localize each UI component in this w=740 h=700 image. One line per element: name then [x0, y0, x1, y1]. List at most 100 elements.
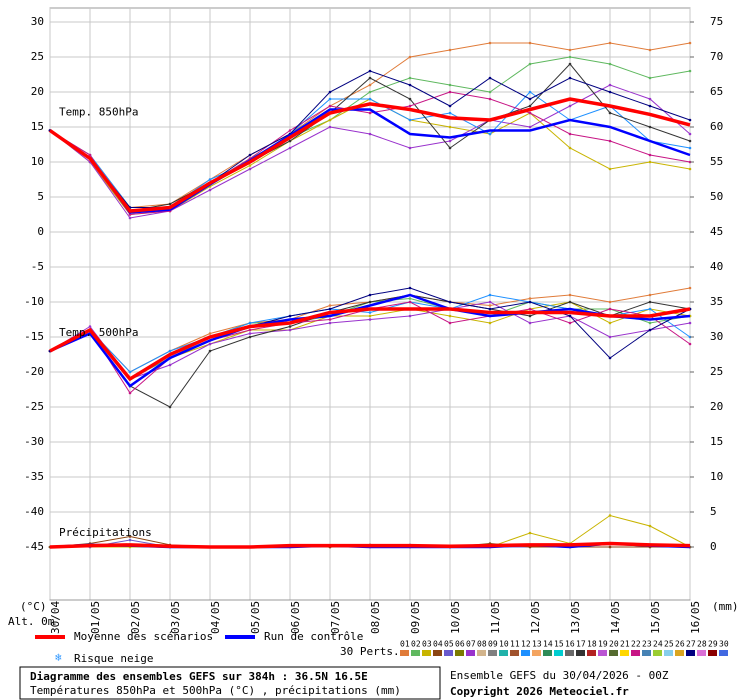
x-tick-label: 01/05 [89, 601, 102, 634]
point [448, 83, 452, 87]
x-tick-label: 10/05 [449, 601, 462, 634]
point [168, 349, 172, 353]
point [568, 55, 572, 59]
legend-member-label: 21 [620, 640, 630, 649]
point [408, 83, 412, 87]
point [248, 332, 252, 335]
point [328, 118, 332, 122]
point [408, 76, 412, 80]
point [288, 139, 292, 143]
point [368, 76, 372, 80]
point [488, 321, 492, 325]
y2-tick-label: 50 [710, 190, 723, 203]
legend-member-swatch [554, 650, 563, 656]
point [648, 293, 652, 297]
point [568, 132, 572, 136]
point [408, 97, 412, 101]
altitude: Alt. 0m [8, 615, 55, 628]
legend-control: Run de contrôle [264, 630, 363, 643]
point [688, 139, 692, 143]
point [648, 328, 652, 332]
point [568, 104, 572, 108]
point [488, 41, 492, 45]
legend-member-swatch [598, 650, 607, 656]
x-tick-label: 15/05 [649, 601, 662, 634]
point [88, 153, 92, 157]
snow-icon: ❄ [55, 651, 62, 664]
legend-member-label: 09 [488, 640, 498, 649]
y2-tick-label: 60 [710, 120, 723, 133]
point [528, 300, 532, 304]
legend-member-label: 10 [499, 640, 509, 649]
point [528, 531, 532, 535]
legend-member-label: 24 [653, 640, 663, 649]
legend-member-label: 25 [664, 640, 674, 649]
legend-member-swatch [609, 650, 618, 656]
y-tick-label: 25 [31, 50, 44, 63]
title-box [19, 666, 441, 700]
point [128, 370, 132, 374]
y-tick-label: 0 [37, 225, 44, 238]
point [648, 97, 652, 101]
series-lines [48, 41, 692, 549]
point [368, 97, 372, 101]
legend-member-swatch [719, 650, 728, 656]
point [368, 69, 372, 73]
point [648, 321, 652, 325]
x-tick-label: 07/05 [329, 601, 342, 634]
legend-member-swatch [477, 650, 486, 656]
point [448, 125, 452, 129]
point [688, 342, 692, 346]
point [488, 97, 492, 101]
y2-tick-label: 30 [710, 330, 723, 343]
point [208, 349, 212, 353]
point [208, 178, 212, 181]
point [528, 314, 532, 318]
legend-member-label: 28 [697, 640, 707, 649]
point [568, 62, 572, 66]
point [608, 307, 612, 311]
legend-member-label: 15 [554, 640, 564, 649]
legend-member-label: 27 [686, 640, 696, 649]
point [368, 132, 372, 136]
point [288, 146, 292, 150]
x-tick-label: 05/05 [249, 601, 262, 634]
point [128, 538, 132, 542]
y-tick-label: 10 [31, 155, 44, 168]
point [408, 55, 412, 59]
point [328, 307, 332, 311]
point [408, 104, 412, 108]
point [568, 300, 572, 304]
legend-member-label: 03 [422, 640, 432, 649]
x-tick-label: 04/05 [209, 601, 222, 634]
y2-tick-label: 70 [710, 50, 723, 63]
legend-member-swatch [675, 650, 684, 656]
point [248, 335, 252, 339]
point [168, 405, 172, 409]
point [648, 300, 652, 304]
y2-tick-label: 45 [710, 225, 723, 238]
legend-member-swatch [521, 650, 530, 656]
y2-tick-label: 25 [710, 365, 723, 378]
point [288, 328, 292, 332]
point [328, 125, 332, 129]
point [528, 307, 532, 311]
legend-member-label: 12 [521, 640, 531, 649]
point [328, 318, 332, 321]
x-tick-label: 14/05 [609, 601, 622, 634]
point [528, 104, 532, 108]
y-tick-label: -30 [24, 435, 44, 448]
legend-member-label: 17 [576, 640, 586, 649]
point [608, 139, 612, 143]
point [648, 48, 652, 52]
legend-member-swatch [565, 650, 574, 656]
y2-tick-label: 20 [710, 400, 723, 413]
point [128, 216, 132, 220]
legend-member-swatch [620, 650, 629, 656]
point [448, 104, 452, 108]
point [688, 69, 692, 73]
y2-tick-label: 75 [710, 15, 723, 28]
point [368, 311, 372, 314]
point [288, 325, 292, 328]
